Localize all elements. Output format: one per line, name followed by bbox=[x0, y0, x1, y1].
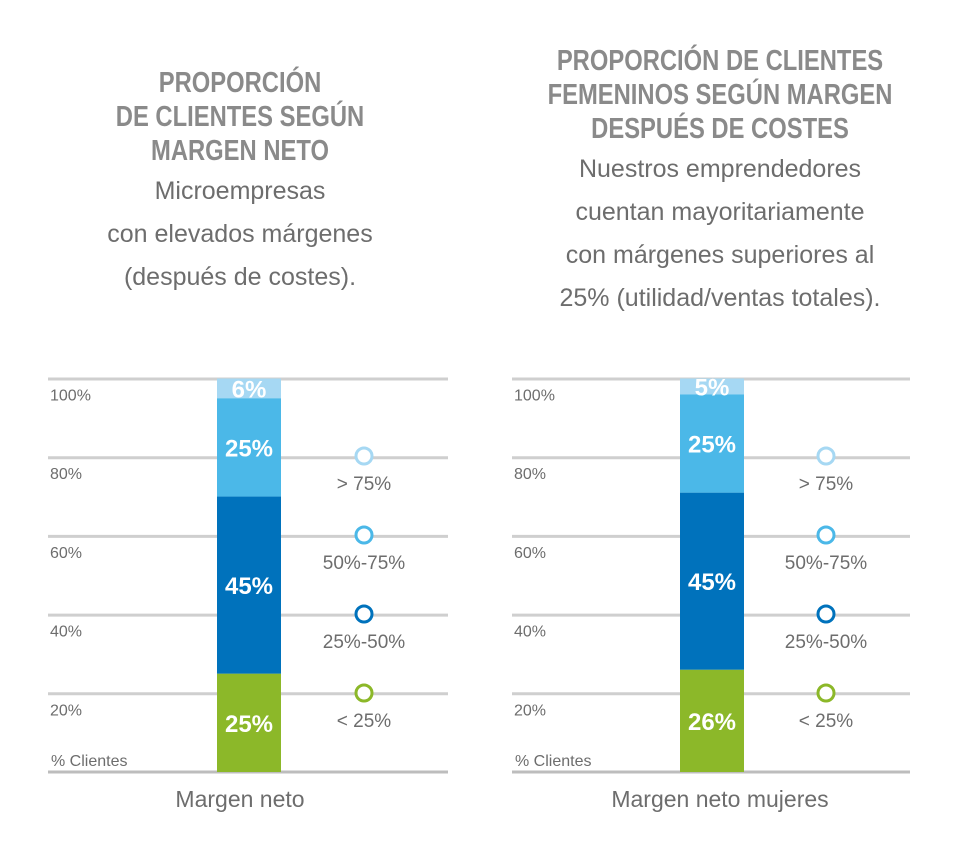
chart-title: PROPORCIÓN DE CLIENTES FEMENINOS SEGÚN M… bbox=[547, 45, 893, 145]
legend-label: 50%-75% bbox=[785, 553, 867, 574]
y-tick-label: 40% bbox=[50, 624, 82, 641]
data-label: 45% bbox=[688, 569, 736, 596]
legend-label: 25%-50% bbox=[785, 632, 867, 653]
legend-marker bbox=[816, 446, 836, 466]
data-label: 25% bbox=[225, 435, 273, 462]
y-tick-label: 20% bbox=[514, 702, 546, 719]
bar-segment bbox=[680, 394, 744, 493]
chart-panel-margen-mujeres: PROPORCIÓN DE CLIENTES FEMENINOS SEGÚN M… bbox=[480, 0, 960, 856]
y-tick-label: 80% bbox=[50, 466, 82, 483]
legend-marker bbox=[354, 446, 374, 466]
bar-segment bbox=[680, 492, 744, 670]
y-tick-label: 80% bbox=[514, 466, 546, 483]
x-axis-label: Margen neto bbox=[175, 786, 305, 812]
stacked-bar-chart: 20% 40% 60% 80% 100% % Clientes 26% 45% 25% 5% > 7… bbox=[512, 374, 910, 774]
y-tick-label: 20% bbox=[50, 702, 82, 719]
data-label: 25% bbox=[688, 431, 736, 458]
legend-marker bbox=[816, 604, 836, 624]
y-tick-label: 60% bbox=[50, 545, 82, 562]
data-label: 45% bbox=[225, 573, 273, 600]
y-tick-label: 40% bbox=[514, 624, 546, 641]
legend-label: 25%-50% bbox=[323, 632, 405, 653]
y-tick-label: 100% bbox=[514, 388, 555, 405]
chart-subtitle: Microempresas con elevados márgenes (des… bbox=[107, 177, 373, 291]
legend-label: 50%-75% bbox=[323, 553, 405, 574]
chart-subtitle: Nuestros emprendedores cuentan mayoritar… bbox=[559, 155, 881, 312]
legend-label: < 25% bbox=[337, 711, 392, 732]
data-label: 5% bbox=[695, 374, 730, 401]
bar-segment bbox=[680, 378, 744, 395]
x-axis-label: Margen neto mujeres bbox=[611, 786, 829, 812]
legend-marker bbox=[354, 525, 374, 545]
legend-label: > 75% bbox=[799, 474, 854, 495]
bar-segment bbox=[217, 496, 281, 674]
bar-segment bbox=[680, 669, 744, 772]
data-label: 6% bbox=[232, 376, 267, 403]
y-axis-label: % Clientes bbox=[515, 753, 591, 770]
legend-marker bbox=[816, 525, 836, 545]
data-label: 26% bbox=[688, 709, 736, 736]
legend-label: > 75% bbox=[337, 474, 392, 495]
bar-segment bbox=[217, 673, 281, 772]
bar-segment bbox=[217, 378, 281, 399]
bar-segment bbox=[217, 398, 281, 497]
y-axis-label: % Clientes bbox=[51, 753, 127, 770]
chart-title: PROPORCIÓN DE CLIENTES SEGÚN MARGEN NETO bbox=[115, 67, 365, 167]
legend-marker bbox=[354, 683, 374, 703]
stacked-bar-chart: 20% 40% 60% 80% 100% % Clientes 25% 45% 25% 6% > 7… bbox=[48, 376, 448, 774]
chart-panel-margen-neto: PROPORCIÓN DE CLIENTES SEGÚN MARGEN NETO… bbox=[48, 67, 448, 812]
legend-marker bbox=[816, 683, 836, 703]
y-tick-label: 100% bbox=[50, 388, 91, 405]
legend-marker bbox=[354, 604, 374, 624]
y-tick-label: 60% bbox=[514, 545, 546, 562]
legend-label: < 25% bbox=[799, 711, 854, 732]
data-label: 25% bbox=[225, 711, 273, 738]
